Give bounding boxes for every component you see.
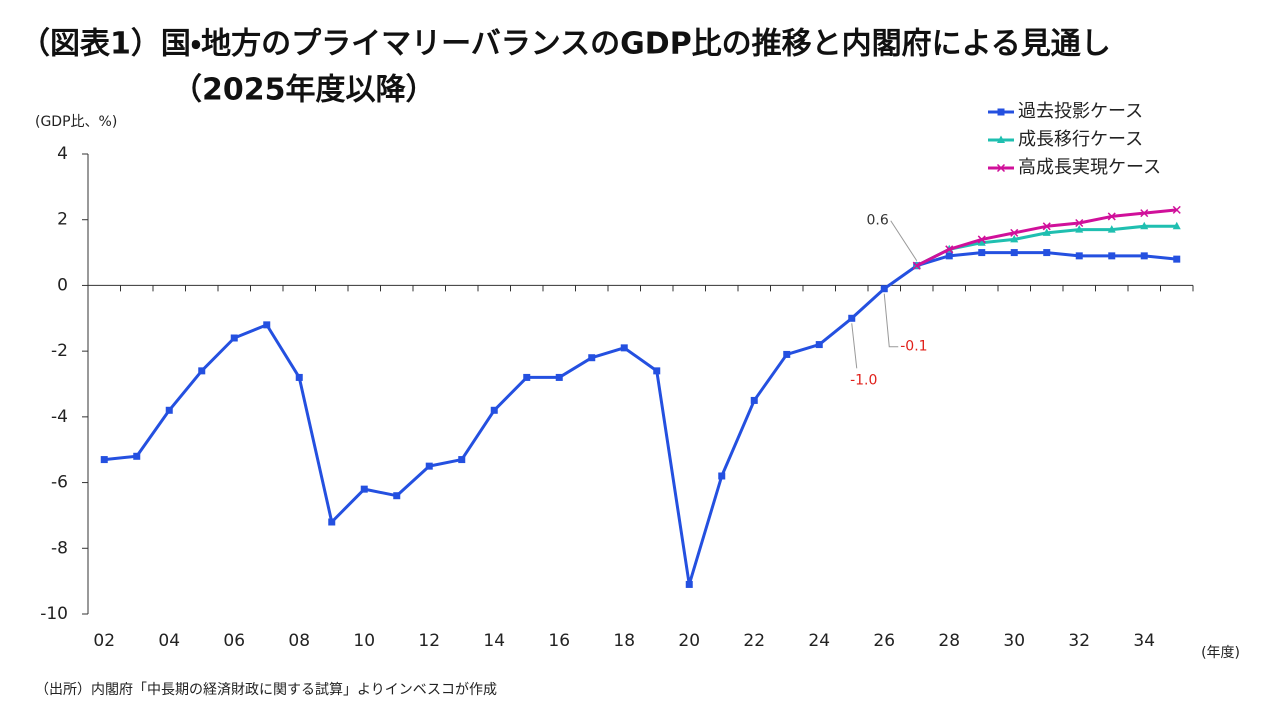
chart-title: （2025年度以降） — [172, 73, 436, 108]
data-point — [718, 472, 726, 480]
x-tick-label: 14 — [483, 631, 505, 651]
data-point — [1043, 249, 1051, 257]
data-label: -0.1 — [900, 339, 927, 355]
data-point — [198, 367, 206, 375]
source-note: （出所）内閣府「中長期の経済財政に関する試算」よりインベスコが作成 — [35, 682, 497, 698]
data-point — [1108, 252, 1116, 260]
data-point — [685, 580, 693, 588]
y-tick-label: -2 — [51, 341, 68, 361]
data-point — [393, 492, 401, 500]
data-point — [945, 252, 953, 260]
data-point — [620, 344, 628, 352]
data-point — [230, 334, 238, 342]
data-point — [490, 406, 498, 414]
data-point — [815, 341, 823, 349]
data-point — [783, 350, 791, 358]
data-point — [1042, 228, 1051, 236]
data-point — [263, 321, 271, 329]
x-tick-label: 34 — [1133, 631, 1155, 651]
y-tick-label: 4 — [57, 144, 68, 164]
y-tick-label: 2 — [57, 210, 68, 230]
y-axis-label: (GDP比、%) — [35, 114, 117, 130]
data-point — [295, 373, 303, 381]
leader-line — [851, 323, 858, 369]
data-point — [1010, 249, 1018, 257]
data-point — [588, 354, 596, 362]
data-point — [1075, 225, 1084, 233]
x-tick-label: 06 — [223, 631, 245, 651]
x-tick-label: 02 — [93, 631, 115, 651]
data-point — [880, 285, 888, 293]
data-point — [977, 238, 986, 246]
chart-title: （図表1）国・地方のプライマリーバランスのGDP比の推移と内閣府による見通し — [20, 27, 1111, 62]
data-point — [165, 406, 173, 414]
data-point — [750, 396, 758, 404]
leader-line — [883, 293, 899, 348]
legend-marker — [996, 163, 1006, 173]
data-label: -1.0 — [850, 372, 877, 388]
x-tick-label: 20 — [678, 631, 700, 651]
data-point — [945, 245, 954, 254]
data-point — [1107, 212, 1116, 221]
legend-label: 成長移行ケース — [1018, 129, 1143, 150]
x-tick-label: 30 — [1003, 631, 1025, 651]
data-point — [977, 235, 986, 244]
x-tick-label: 04 — [158, 631, 180, 651]
data-point — [1010, 228, 1019, 237]
data-point — [1075, 252, 1083, 260]
data-point — [523, 373, 531, 381]
data-point — [425, 462, 433, 470]
x-tick-label: 10 — [353, 631, 375, 651]
data-point — [1107, 225, 1116, 233]
x-tick-label: 12 — [418, 631, 440, 651]
data-point — [555, 373, 563, 381]
data-point — [1140, 221, 1149, 230]
data-point — [1172, 221, 1181, 230]
data-point — [1172, 205, 1181, 214]
data-point — [1010, 234, 1019, 243]
data-point — [653, 367, 661, 375]
x-tick-label: 08 — [288, 631, 310, 651]
legend-label: 高成長実現ケース — [1018, 157, 1161, 178]
data-point — [100, 456, 108, 464]
data-point — [328, 518, 336, 526]
y-tick-label: -4 — [51, 407, 68, 427]
x-tick-label: 26 — [873, 631, 895, 651]
data-label: 0.6 — [866, 213, 888, 229]
y-tick-label: 0 — [57, 275, 68, 295]
x-tick-label: 32 — [1068, 631, 1090, 651]
data-point — [1042, 222, 1051, 231]
x-tick-label: 22 — [743, 631, 765, 651]
leader-line — [890, 220, 918, 261]
data-point — [1075, 218, 1084, 228]
y-tick-label: -10 — [40, 604, 68, 624]
x-tick-label: 16 — [548, 631, 570, 651]
legend-label: 過去投影ケース — [1018, 101, 1143, 122]
data-point — [133, 452, 141, 460]
data-point — [458, 456, 466, 464]
data-point — [1173, 255, 1181, 263]
data-point — [848, 314, 856, 322]
x-tick-label: 24 — [808, 631, 830, 651]
legend-marker — [997, 135, 1005, 143]
y-tick-label: -8 — [51, 538, 68, 558]
legend-marker — [997, 108, 1005, 116]
data-point — [912, 261, 921, 270]
x-axis-label: (年度) — [1201, 645, 1240, 661]
data-point — [1140, 209, 1149, 218]
x-tick-label: 18 — [613, 631, 635, 651]
series-line — [104, 251, 1177, 586]
data-point — [360, 485, 368, 493]
data-point — [978, 249, 986, 257]
data-point — [1140, 252, 1148, 260]
y-tick-label: -6 — [51, 473, 68, 493]
x-tick-label: 28 — [938, 631, 960, 651]
